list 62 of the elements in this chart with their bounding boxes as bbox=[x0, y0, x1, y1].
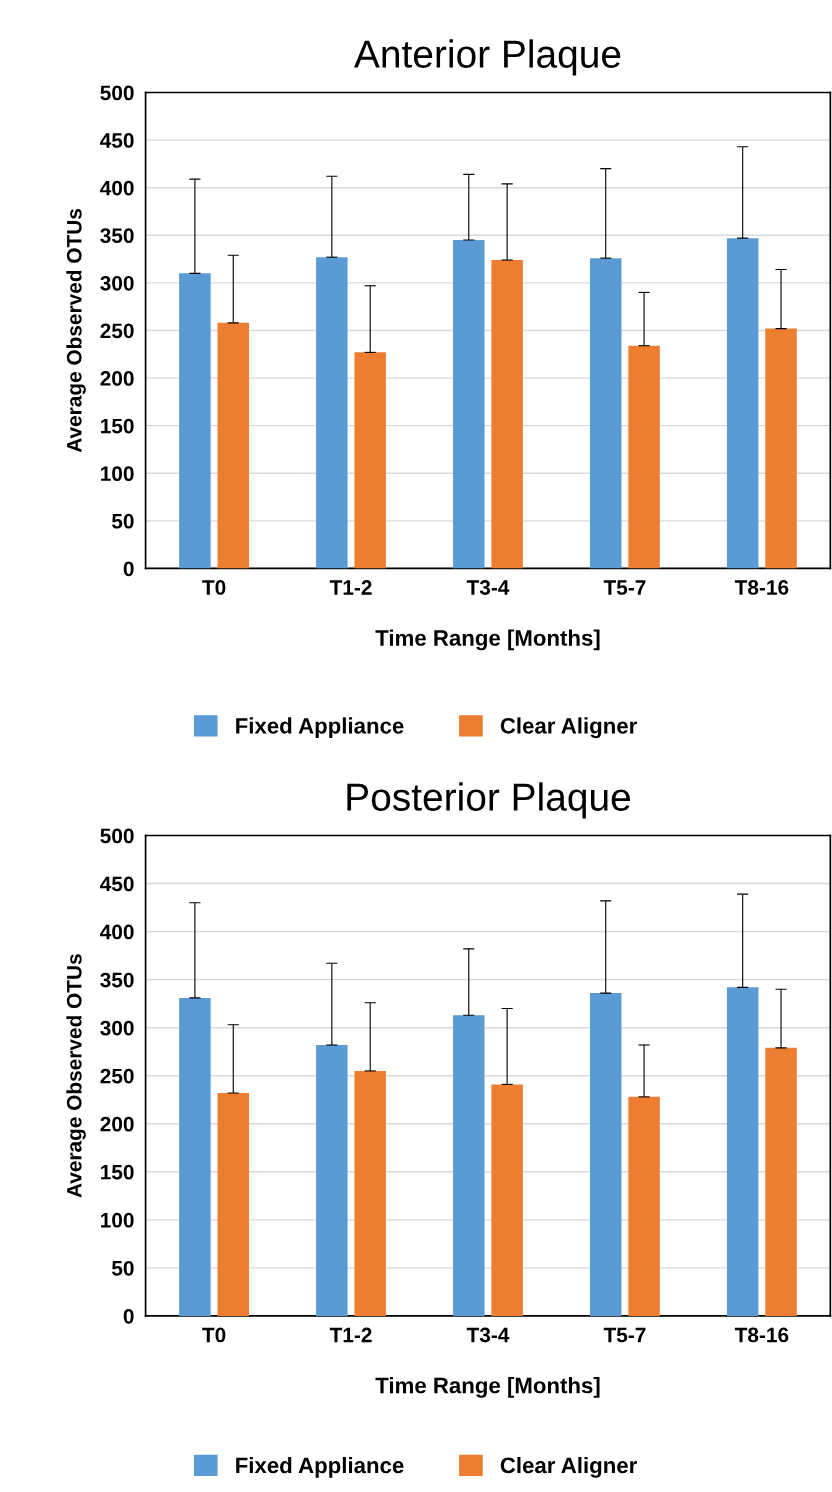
bar bbox=[765, 1047, 797, 1316]
y-tick-label: 100 bbox=[101, 466, 134, 482]
y-tick-label: 500 bbox=[100, 828, 134, 844]
x-tick-label: T1-2 bbox=[329, 580, 372, 595]
y-axis-title: Average Observed OTUs bbox=[66, 954, 86, 1198]
x-tick-label: T8-16 bbox=[734, 580, 789, 595]
bar bbox=[726, 238, 759, 569]
bar bbox=[316, 257, 348, 569]
y-tick-label: 450 bbox=[100, 133, 134, 148]
y-tick-label: 400 bbox=[100, 924, 134, 940]
bar bbox=[491, 1084, 523, 1316]
legend-label: Fixed Appliance bbox=[236, 717, 404, 739]
y-tick-label: 50 bbox=[111, 513, 134, 529]
x-tick-label: T3-4 bbox=[466, 580, 510, 595]
legend-label: Clear Aligner bbox=[500, 1456, 637, 1478]
y-tick-label: 150 bbox=[101, 418, 134, 434]
bar bbox=[453, 1015, 485, 1316]
bar bbox=[354, 1070, 386, 1316]
y-tick-label: 250 bbox=[100, 1068, 134, 1084]
y-tick-label: 300 bbox=[100, 1020, 134, 1036]
bar bbox=[217, 1093, 249, 1316]
bar bbox=[179, 273, 211, 569]
y-tick-label: 200 bbox=[100, 1116, 134, 1132]
x-tick-label: T1-2 bbox=[329, 1327, 372, 1343]
y-tick-label: 200 bbox=[100, 371, 134, 386]
x-tick-label: T3-4 bbox=[466, 1327, 510, 1343]
bar bbox=[726, 987, 759, 1316]
y-tick-label: 350 bbox=[100, 228, 134, 244]
bar bbox=[589, 258, 622, 569]
legend-label: Fixed Appliance bbox=[236, 1456, 404, 1478]
x-axis-title: Time Range [Months] bbox=[375, 629, 600, 651]
y-tick-label: 350 bbox=[100, 972, 134, 988]
chart-title: Posterior Plaque bbox=[347, 782, 630, 819]
y-tick-label: 50 bbox=[111, 1260, 134, 1276]
bar bbox=[628, 1096, 660, 1316]
x-tick-label: T8-16 bbox=[734, 1327, 789, 1343]
bar bbox=[491, 260, 523, 569]
bar bbox=[179, 997, 211, 1316]
bar bbox=[628, 345, 660, 569]
chart-title: Anterior Plaque bbox=[354, 39, 621, 76]
y-tick-label: 0 bbox=[123, 1308, 134, 1324]
y-tick-label: 250 bbox=[100, 323, 134, 339]
y-axis-title: Average Observed OTUs bbox=[66, 208, 86, 453]
bar bbox=[316, 1044, 348, 1316]
legend-label: Clear Aligner bbox=[500, 717, 637, 739]
x-tick-label: T5-7 bbox=[603, 1327, 646, 1343]
x-axis-title: Time Range [Months] bbox=[375, 1377, 600, 1398]
bar bbox=[589, 993, 622, 1316]
y-tick-label: 300 bbox=[100, 275, 134, 291]
x-tick-label: T0 bbox=[202, 580, 226, 595]
x-tick-label: T0 bbox=[202, 1327, 226, 1343]
bar bbox=[453, 240, 485, 569]
y-tick-label: 100 bbox=[101, 1212, 134, 1228]
bar bbox=[354, 352, 386, 569]
y-tick-label: 400 bbox=[100, 180, 134, 196]
x-tick-label: T5-7 bbox=[603, 580, 646, 595]
y-tick-label: 0 bbox=[123, 561, 134, 577]
y-tick-label: 150 bbox=[101, 1164, 134, 1180]
bar bbox=[217, 322, 249, 569]
bar bbox=[765, 328, 797, 569]
y-tick-label: 450 bbox=[100, 876, 134, 892]
y-tick-label: 500 bbox=[100, 85, 134, 101]
